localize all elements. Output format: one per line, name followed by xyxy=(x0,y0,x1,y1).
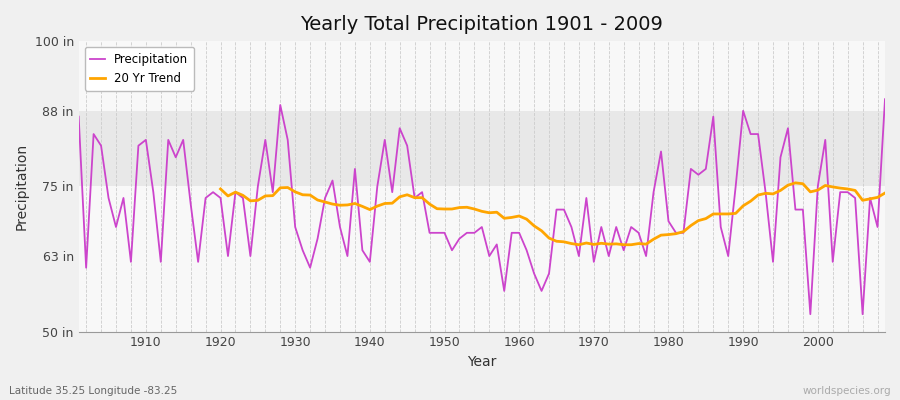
20 Yr Trend xyxy=(879,191,890,196)
Line: 20 Yr Trend: 20 Yr Trend xyxy=(220,183,885,245)
Precipitation xyxy=(342,254,353,258)
Legend: Precipitation, 20 Yr Trend: Precipitation, 20 Yr Trend xyxy=(85,47,194,91)
20 Yr Trend xyxy=(775,188,786,193)
Precipitation xyxy=(514,230,525,235)
20 Yr Trend xyxy=(790,180,801,185)
Text: worldspecies.org: worldspecies.org xyxy=(803,386,891,396)
Title: Yearly Total Precipitation 1901 - 2009: Yearly Total Precipitation 1901 - 2009 xyxy=(301,15,663,34)
20 Yr Trend xyxy=(686,223,697,228)
20 Yr Trend xyxy=(305,193,316,198)
Line: Precipitation: Precipitation xyxy=(78,99,885,314)
20 Yr Trend xyxy=(417,195,428,200)
Precipitation xyxy=(507,230,517,235)
X-axis label: Year: Year xyxy=(467,355,497,369)
Precipitation xyxy=(879,97,890,102)
Precipitation xyxy=(133,143,144,148)
Precipitation xyxy=(297,248,308,253)
20 Yr Trend xyxy=(865,196,876,201)
20 Yr Trend xyxy=(215,186,226,191)
Text: Latitude 35.25 Longitude -83.25: Latitude 35.25 Longitude -83.25 xyxy=(9,386,177,396)
Y-axis label: Precipitation: Precipitation xyxy=(15,143,29,230)
Precipitation xyxy=(73,114,84,119)
Bar xyxy=(78,111,885,186)
20 Yr Trend xyxy=(573,242,584,247)
Precipitation xyxy=(805,312,815,316)
20 Yr Trend xyxy=(797,181,808,186)
Precipitation xyxy=(603,254,614,258)
